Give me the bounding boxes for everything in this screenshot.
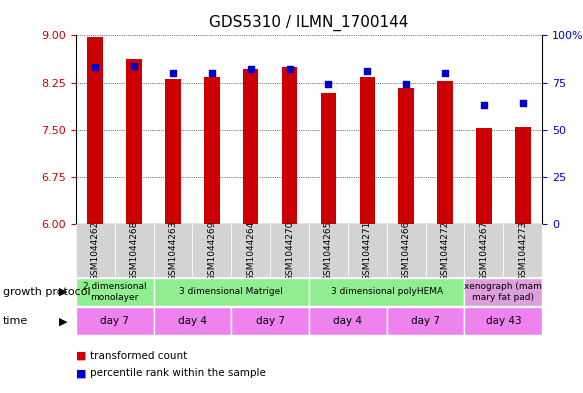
FancyBboxPatch shape	[387, 307, 465, 335]
Text: GSM1044265: GSM1044265	[324, 220, 333, 281]
Text: GSM1044269: GSM1044269	[208, 220, 216, 281]
Text: GSM1044262: GSM1044262	[91, 220, 100, 281]
Text: xenograph (mam
mary fat pad): xenograph (mam mary fat pad)	[465, 282, 542, 301]
Text: GSM1044263: GSM1044263	[168, 220, 177, 281]
Bar	[87, 37, 103, 224]
Point	[324, 81, 333, 88]
Bar	[204, 77, 220, 224]
FancyBboxPatch shape	[309, 307, 387, 335]
Text: day 4: day 4	[178, 316, 207, 326]
FancyBboxPatch shape	[153, 224, 192, 277]
Point	[285, 66, 294, 72]
FancyBboxPatch shape	[270, 224, 309, 277]
FancyBboxPatch shape	[231, 224, 270, 277]
Text: GSM1044264: GSM1044264	[246, 220, 255, 281]
Text: day 7: day 7	[411, 316, 440, 326]
Text: GSM1044270: GSM1044270	[285, 220, 294, 281]
Text: percentile rank within the sample: percentile rank within the sample	[90, 368, 266, 378]
Text: GSM1044267: GSM1044267	[479, 220, 489, 281]
Text: GSM1044272: GSM1044272	[441, 220, 449, 281]
Text: day 4: day 4	[333, 316, 363, 326]
Text: time: time	[3, 316, 28, 327]
Point	[518, 100, 528, 107]
FancyBboxPatch shape	[153, 277, 309, 306]
Text: 2 dimensional
monolayer: 2 dimensional monolayer	[83, 282, 146, 301]
FancyBboxPatch shape	[465, 307, 542, 335]
Bar	[282, 67, 297, 224]
Text: ■: ■	[76, 368, 86, 378]
Bar	[515, 127, 531, 224]
FancyBboxPatch shape	[387, 224, 426, 277]
Text: 3 dimensional Matrigel: 3 dimensional Matrigel	[180, 287, 283, 296]
Bar	[321, 93, 336, 224]
FancyBboxPatch shape	[115, 224, 153, 277]
Point	[207, 70, 216, 76]
Title: GDS5310 / ILMN_1700144: GDS5310 / ILMN_1700144	[209, 15, 409, 31]
Point	[363, 68, 372, 74]
Text: ■: ■	[76, 351, 86, 361]
Bar	[243, 69, 258, 224]
Bar	[437, 81, 453, 224]
FancyBboxPatch shape	[426, 224, 465, 277]
Text: ▶: ▶	[58, 286, 67, 297]
FancyBboxPatch shape	[153, 307, 231, 335]
FancyBboxPatch shape	[503, 224, 542, 277]
Text: day 7: day 7	[255, 316, 285, 326]
Bar	[398, 88, 414, 224]
Point	[246, 66, 255, 72]
FancyBboxPatch shape	[309, 224, 348, 277]
Point	[129, 62, 139, 69]
Text: ▶: ▶	[58, 316, 67, 327]
Point	[168, 70, 178, 76]
Bar	[360, 77, 375, 224]
FancyBboxPatch shape	[231, 307, 309, 335]
Text: GSM1044271: GSM1044271	[363, 220, 372, 281]
FancyBboxPatch shape	[76, 307, 153, 335]
FancyBboxPatch shape	[465, 277, 542, 306]
Text: growth protocol: growth protocol	[3, 286, 90, 297]
Text: GSM1044268: GSM1044268	[129, 220, 139, 281]
FancyBboxPatch shape	[309, 277, 465, 306]
FancyBboxPatch shape	[348, 224, 387, 277]
Point	[440, 70, 449, 76]
Text: transformed count: transformed count	[90, 351, 188, 361]
Text: day 7: day 7	[100, 316, 129, 326]
Point	[479, 102, 489, 108]
Bar	[127, 59, 142, 224]
FancyBboxPatch shape	[76, 224, 115, 277]
Point	[90, 64, 100, 71]
FancyBboxPatch shape	[465, 224, 503, 277]
Bar	[476, 129, 491, 224]
Text: day 43: day 43	[486, 316, 521, 326]
Text: 3 dimensional polyHEMA: 3 dimensional polyHEMA	[331, 287, 442, 296]
Text: GSM1044273: GSM1044273	[518, 220, 527, 281]
FancyBboxPatch shape	[192, 224, 231, 277]
Point	[402, 81, 411, 88]
FancyBboxPatch shape	[76, 277, 153, 306]
Bar	[165, 79, 181, 224]
Text: GSM1044266: GSM1044266	[402, 220, 410, 281]
